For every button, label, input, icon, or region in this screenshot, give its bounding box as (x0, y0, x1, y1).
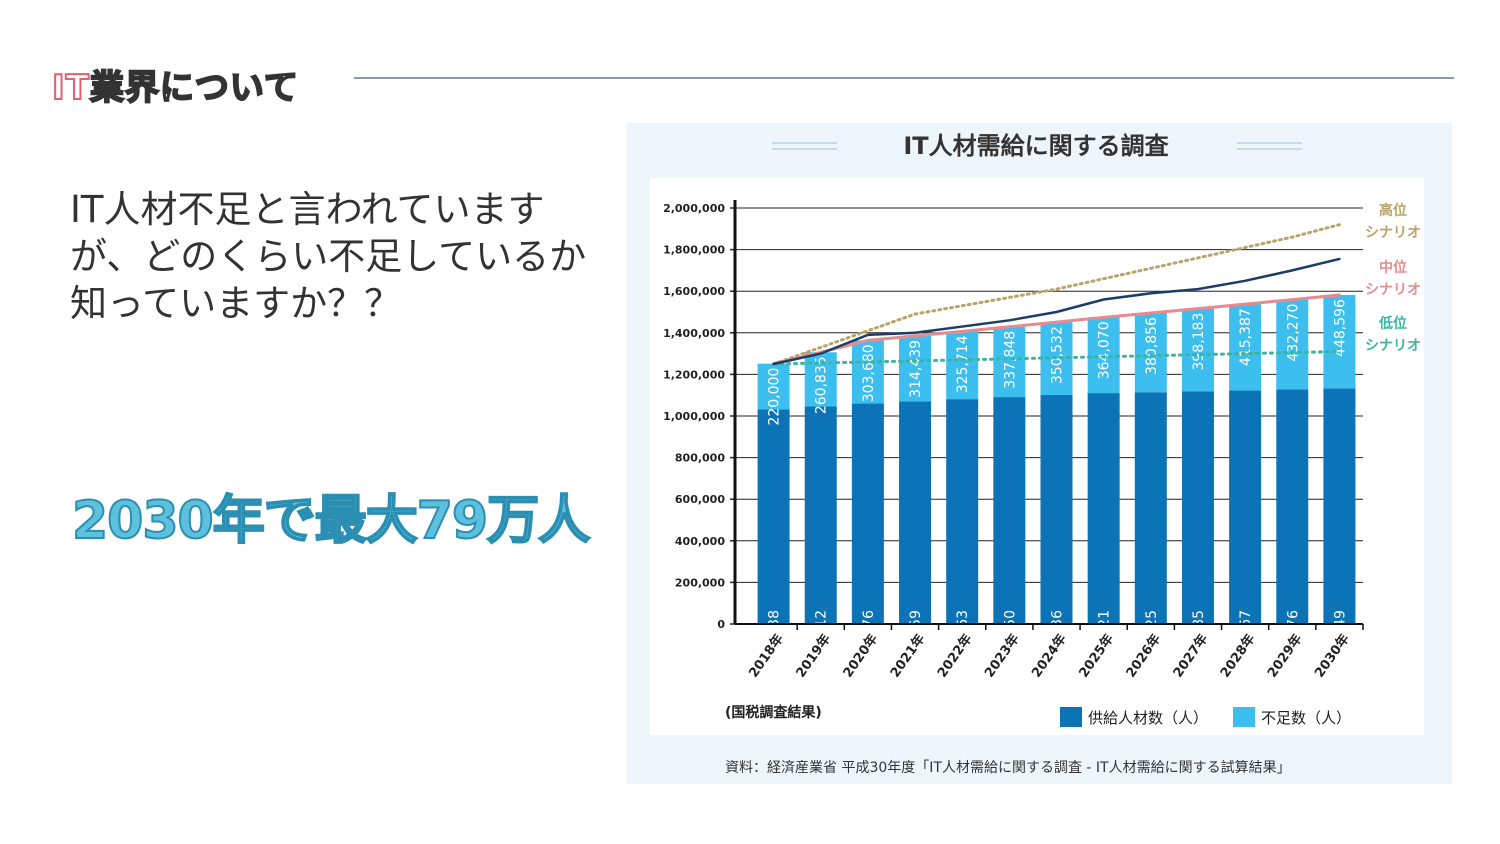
bar-supply-7 (1087, 393, 1120, 624)
label-shortage-7: 364,070 (1097, 321, 1113, 379)
bar-shortage-2 (851, 340, 884, 404)
line-label-2-0: 低位 (1378, 315, 1407, 332)
question-text: IT人材不足と言われていますが、どのくらい不足しているか知っていますか？？ (70, 188, 587, 325)
bar-shortage-4 (946, 331, 979, 400)
label-shortage-0: 220,000 (767, 368, 783, 426)
label-shortage-10: 415,387 (1238, 308, 1254, 366)
label-shortage-5: 337,848 (1002, 331, 1018, 389)
ytick-label-3: 600,000 (675, 493, 725, 506)
legend-supply-label: 供給人材数（人） (1088, 709, 1208, 727)
chart-svg: IT人材需給に関する調査 1,031,538 220,000 1,045,512 26… (650, 132, 1424, 776)
line-0 (772, 223, 1341, 366)
ytick-label-7: 1,400,000 (663, 327, 725, 340)
label-supply-8: 1,114,225 (1144, 610, 1160, 681)
slide-title: IT業界について (51, 60, 299, 109)
ytick-label-10: 2,000,000 (663, 202, 725, 215)
ytick-label-5: 1,000,000 (663, 410, 725, 423)
line-1 (772, 293, 1341, 366)
label-supply-5: 1,091,050 (1002, 610, 1018, 681)
bar-supply-12 (1323, 388, 1356, 624)
headline-text: 2030年で最大79万人 (71, 490, 591, 552)
bar-supply-2 (851, 403, 884, 624)
label-shortage-3: 314,439 (908, 340, 924, 398)
chart-note: (国税調査結果) (725, 704, 822, 721)
label-shortage-12: 448,596 (1332, 299, 1348, 357)
bar-shortage-3 (899, 335, 932, 402)
bar-supply-1 (804, 406, 837, 624)
label-supply-2: 1,059,876 (861, 610, 877, 681)
bar-supply-3 (899, 401, 932, 624)
bar-supply-8 (1134, 392, 1167, 624)
label-supply-0: 1,031,538 (767, 610, 783, 681)
chart-source: 資料：経済産業省 平成30年度「IT人材需給に関する調査 - IT人材需給に関す… (725, 760, 1291, 776)
ytick-label-1: 200,000 (675, 576, 725, 589)
line-label-0-1: シナリオ (1365, 225, 1421, 241)
legend-supply-swatch (1060, 707, 1082, 727)
label-supply-10: 1,122,367 (1238, 610, 1254, 681)
label-supply-11: 1,127,276 (1285, 610, 1301, 681)
slide-title-accent: IT (51, 67, 90, 109)
ytick-label-4: 800,000 (675, 452, 725, 465)
label-supply-3: 1,070,559 (908, 610, 924, 681)
bar-shortage-11 (1276, 299, 1309, 390)
legend-shortage-swatch (1233, 707, 1255, 727)
ytick-label-9: 1,800,000 (663, 244, 725, 257)
line-label-1-1: シナリオ (1365, 282, 1421, 298)
label-supply-12: 1,133,049 (1332, 610, 1348, 681)
label-shortage-8: 380,856 (1144, 317, 1160, 375)
line-label-0-0: 高位 (1379, 202, 1407, 219)
line-label-1-0: 中位 (1379, 259, 1407, 276)
bar-supply-9 (1181, 391, 1214, 624)
label-shortage-4: 325,714 (955, 335, 971, 393)
bar-shortage-8 (1134, 313, 1167, 393)
bar-supply-6 (1040, 395, 1073, 624)
bar-supply-0 (757, 409, 790, 624)
bar-supply-5 (993, 397, 1026, 624)
line-3 (772, 257, 1341, 366)
label-supply-9: 1,118,085 (1191, 610, 1207, 681)
label-shortage-6: 350,532 (1050, 326, 1066, 384)
legend: 供給人材数（人） 不足数（人） (1060, 707, 1351, 727)
bar-shortage-10 (1229, 304, 1262, 391)
label-shortage-11: 432,270 (1285, 304, 1301, 362)
ytick-label-6: 1,200,000 (663, 368, 725, 381)
legend-shortage-label: 不足数（人） (1261, 709, 1351, 727)
line-2 (772, 350, 1341, 366)
chart-panel: IT人材需給に関する調査 1,031,538 220,000 1,045,512 26… (627, 123, 1452, 784)
ytick-label-8: 1,600,000 (663, 285, 725, 298)
bar-shortage-5 (993, 326, 1026, 398)
line-label-2-1: シナリオ (1365, 338, 1421, 354)
title-rule (354, 77, 1454, 79)
bar-shortage-12 (1323, 295, 1356, 389)
bar-shortage-9 (1181, 308, 1214, 392)
label-supply-1: 1,045,512 (814, 610, 830, 681)
label-shortage-1: 260,835 (814, 356, 830, 414)
ytick-label-0: 0 (717, 618, 725, 631)
bar-supply-11 (1276, 389, 1309, 624)
slide-title-main: 業界について (89, 67, 299, 109)
chart-title: IT人材需給に関する調査 (903, 132, 1168, 160)
bar-supply-10 (1229, 390, 1262, 624)
label-supply-7: 1,110,121 (1097, 610, 1113, 681)
bar-supply-4 (946, 399, 979, 624)
bar-shortage-0 (757, 363, 790, 410)
ytick-label-2: 400,000 (675, 535, 725, 548)
label-shortage-2: 303,680 (861, 344, 877, 402)
label-supply-4: 1,081,063 (955, 610, 971, 681)
label-supply-6: 1,100,836 (1050, 610, 1066, 681)
label-shortage-9: 398,183 (1191, 313, 1207, 371)
